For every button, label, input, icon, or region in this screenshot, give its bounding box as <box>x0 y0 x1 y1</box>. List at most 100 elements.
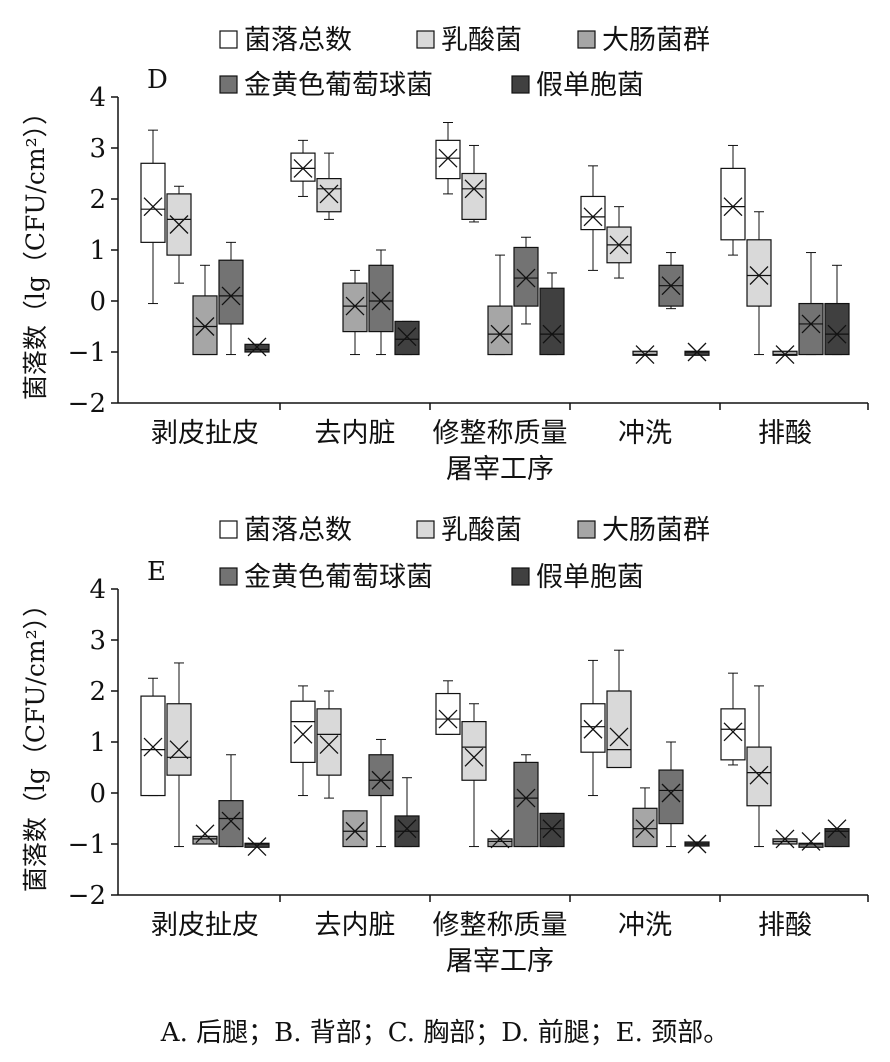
box-e-s3-c2 <box>513 754 539 848</box>
x-tick-label: 剥皮扯皮 <box>151 910 259 941</box>
box-e-s1-c3 <box>606 649 632 769</box>
box-e-s0-c4 <box>720 672 746 766</box>
mean-marker <box>827 324 847 344</box>
legend-label: 假单胞菌 <box>536 562 644 593</box>
y-tick-label: 0 <box>89 287 106 317</box>
y-tick-label: 2 <box>89 185 106 215</box>
y-tick-label: 4 <box>89 575 106 605</box>
mean-marker <box>723 197 743 217</box>
x-tick-label: 冲洗 <box>618 418 672 449</box>
legend-swatch <box>219 520 238 539</box>
y-tick-label: 1 <box>89 728 106 758</box>
mean-marker <box>801 314 821 334</box>
box-body <box>513 246 539 307</box>
mean-marker <box>583 207 603 227</box>
box-body <box>435 139 461 180</box>
y-axis-title: 菌落数（lg（CFU/cm²）） <box>21 592 50 892</box>
mean-marker <box>143 737 163 757</box>
mean-marker <box>438 709 458 729</box>
box-e-s3-c0 <box>218 754 244 848</box>
box-body <box>140 162 166 243</box>
box-e-s4-c1 <box>394 777 420 848</box>
x-tick-label: 修整称质量 <box>433 418 568 449</box>
mean-marker <box>635 819 655 839</box>
mean-marker <box>775 345 795 365</box>
mean-marker <box>542 819 562 839</box>
mean-marker <box>490 324 510 344</box>
mean-marker <box>293 158 313 178</box>
box-d-s2-c2 <box>487 254 513 356</box>
box-d-s1-c4 <box>746 211 772 356</box>
box-d-s4-c4 <box>824 264 850 356</box>
mean-marker <box>516 788 536 808</box>
mean-marker <box>516 268 536 288</box>
x-tick-label: 冲洗 <box>618 910 672 941</box>
box-e-s4-c3 <box>684 834 710 854</box>
y-tick-label: −1 <box>68 338 106 368</box>
mean-marker <box>169 215 189 234</box>
box-d-s3-c2 <box>513 236 539 325</box>
box-d-s2-c3 <box>632 345 658 365</box>
box-body <box>461 720 487 781</box>
legend-swatch <box>511 75 530 94</box>
box-d-s3-c3 <box>658 252 684 310</box>
mean-marker <box>319 735 339 755</box>
box-d-s2-c4 <box>772 345 798 365</box>
box-body <box>513 761 539 848</box>
box-body <box>539 812 565 848</box>
box-e-s1-c0 <box>166 662 192 848</box>
y-tick-label: 1 <box>89 236 106 266</box>
box-d-s0-c0 <box>140 129 166 305</box>
legend-swatch <box>416 520 435 539</box>
mean-marker <box>371 770 391 790</box>
mean-marker <box>687 342 707 362</box>
box-body <box>658 769 684 825</box>
mean-marker <box>464 747 484 767</box>
box-e-s4-c4 <box>824 819 850 848</box>
mean-marker <box>801 831 821 851</box>
mean-marker <box>723 722 743 742</box>
mean-marker <box>609 727 629 747</box>
box-d-s1-c1 <box>316 152 342 220</box>
box-d-s4-c3 <box>684 342 710 362</box>
box-body <box>290 700 316 764</box>
box-e-s0-c2 <box>435 680 461 735</box>
mean-marker <box>687 834 707 854</box>
box-d-s1-c0 <box>166 185 192 284</box>
x-tick-label: 去内脏 <box>315 418 396 449</box>
box-e-s1-c1 <box>316 690 342 799</box>
mean-marker <box>490 829 510 849</box>
figure-caption: A. 后腿；B. 背部；C. 胸部；D. 前腿；E. 颈部。 <box>160 1018 730 1048</box>
box-body <box>746 239 772 307</box>
y-tick-label: 0 <box>89 779 106 809</box>
box-e-s0-c0 <box>140 677 166 797</box>
y-tick-label: 3 <box>89 626 106 656</box>
mean-marker <box>169 740 189 760</box>
box-e-s2-c4 <box>772 829 798 849</box>
box-e-s3-c4 <box>798 831 824 851</box>
box-e-s2-c0 <box>192 824 218 845</box>
box-d-s0-c2 <box>435 122 461 195</box>
box-e-s2-c1 <box>342 810 368 848</box>
box-body <box>166 703 192 776</box>
mean-marker <box>464 179 484 199</box>
box-body <box>487 305 513 356</box>
x-axis-title: 屠宰工序 <box>446 454 554 485</box>
mean-marker <box>542 324 562 344</box>
box-body <box>720 167 746 241</box>
box-d-s3-c4 <box>798 252 824 356</box>
mean-marker <box>609 235 629 255</box>
x-tick-label: 去内脏 <box>315 910 396 941</box>
box-body <box>487 838 513 848</box>
x-tick-label: 排酸 <box>758 418 812 449</box>
y-tick-label: 3 <box>89 134 106 164</box>
box-body <box>539 287 565 356</box>
box-body <box>244 343 270 353</box>
box-body <box>316 178 342 213</box>
box-d-s3-c0 <box>218 241 244 356</box>
box-e-s0-c3 <box>580 659 606 797</box>
legend-label: 金黄色葡萄球菌 <box>244 562 433 593</box>
box-body <box>798 842 824 848</box>
box-e-s3-c3 <box>658 741 684 848</box>
